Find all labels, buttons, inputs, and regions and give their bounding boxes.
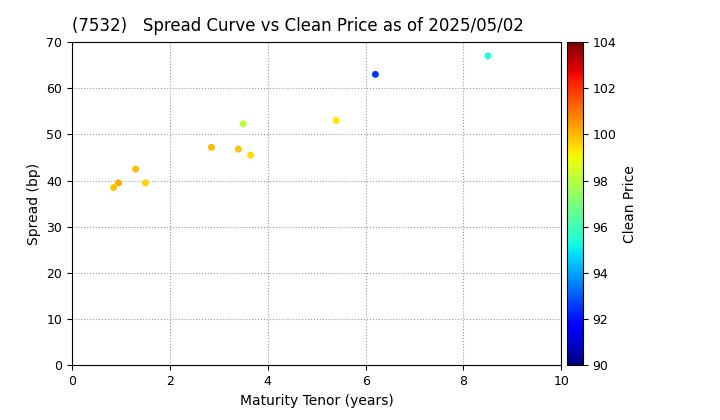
Point bbox=[238, 121, 249, 127]
Point bbox=[369, 71, 381, 78]
Point bbox=[113, 180, 125, 186]
Point bbox=[330, 117, 342, 124]
Point bbox=[108, 184, 120, 191]
Y-axis label: Clean Price: Clean Price bbox=[624, 165, 637, 243]
X-axis label: Maturity Tenor (years): Maturity Tenor (years) bbox=[240, 394, 394, 408]
Point bbox=[130, 166, 141, 173]
Point bbox=[233, 146, 244, 152]
Point bbox=[140, 180, 151, 186]
Point bbox=[482, 52, 494, 59]
Text: (7532)   Spread Curve vs Clean Price as of 2025/05/02: (7532) Spread Curve vs Clean Price as of… bbox=[72, 17, 524, 35]
Point bbox=[206, 144, 217, 151]
Point bbox=[245, 152, 256, 159]
Y-axis label: Spread (bp): Spread (bp) bbox=[27, 163, 41, 245]
